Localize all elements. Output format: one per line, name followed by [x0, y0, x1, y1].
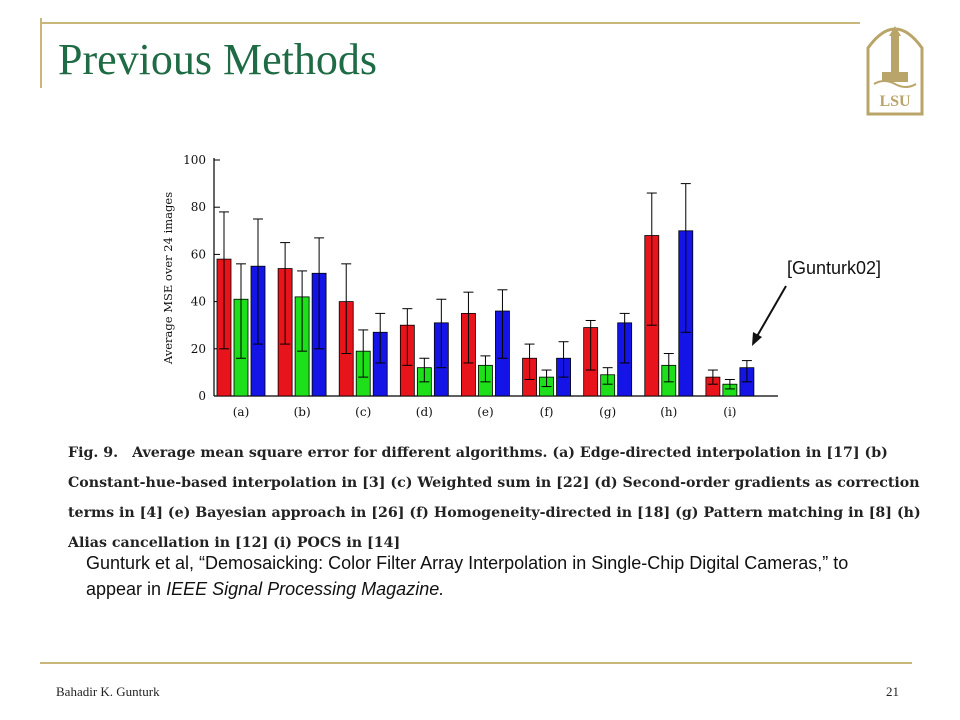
x-tick-label: (c)	[355, 405, 371, 419]
y-tick-label: 80	[191, 200, 206, 214]
x-tick-label: (a)	[233, 405, 250, 419]
mse-bar-chart: 0 20 40 60 80 100 Average MSE over 24 images (a…	[161, 153, 778, 419]
reference-text: Gunturk et al, “Demosaicking: Color Filt…	[86, 553, 849, 599]
y-tick-label: 40	[191, 295, 206, 309]
x-tick-label: (e)	[477, 405, 493, 419]
figure-label: Fig. 9.	[68, 445, 119, 461]
footer-author: Bahadir K. Gunturk	[56, 684, 160, 699]
y-axis-label: Average MSE over 24 images	[161, 192, 175, 365]
y-tick-label: 100	[183, 153, 206, 167]
y-tick-label: 20	[191, 342, 206, 356]
reference-journal: IEEE Signal Processing Magazine.	[166, 579, 445, 599]
logo-text: LSU	[879, 93, 911, 110]
x-tick-label: (i)	[723, 405, 736, 419]
reference-citation: Gunturk et al, “Demosaicking: Color Filt…	[86, 550, 886, 602]
x-tick-label: (h)	[660, 405, 677, 419]
y-tick-label: 60	[191, 247, 206, 261]
figure-caption-text: Average mean square error for different …	[68, 445, 921, 551]
title-rule	[40, 22, 860, 24]
x-tick-label: (f)	[540, 405, 554, 419]
citation-tag: [Gunturk02]	[787, 258, 882, 278]
arrow-icon	[752, 285, 787, 346]
x-tick-label: (g)	[599, 405, 616, 419]
footer-rule	[40, 662, 912, 664]
figure-caption: Fig. 9. Average mean square error for dif…	[68, 438, 928, 558]
title-accent-rule	[40, 18, 42, 88]
slide-title: Previous Methods	[58, 35, 377, 84]
lsu-logo: LSU	[866, 26, 924, 116]
page-number: 21	[886, 684, 899, 699]
x-tick-label: (d)	[416, 405, 433, 419]
x-tick-label: (b)	[294, 405, 311, 419]
y-tick-label: 0	[198, 389, 206, 403]
